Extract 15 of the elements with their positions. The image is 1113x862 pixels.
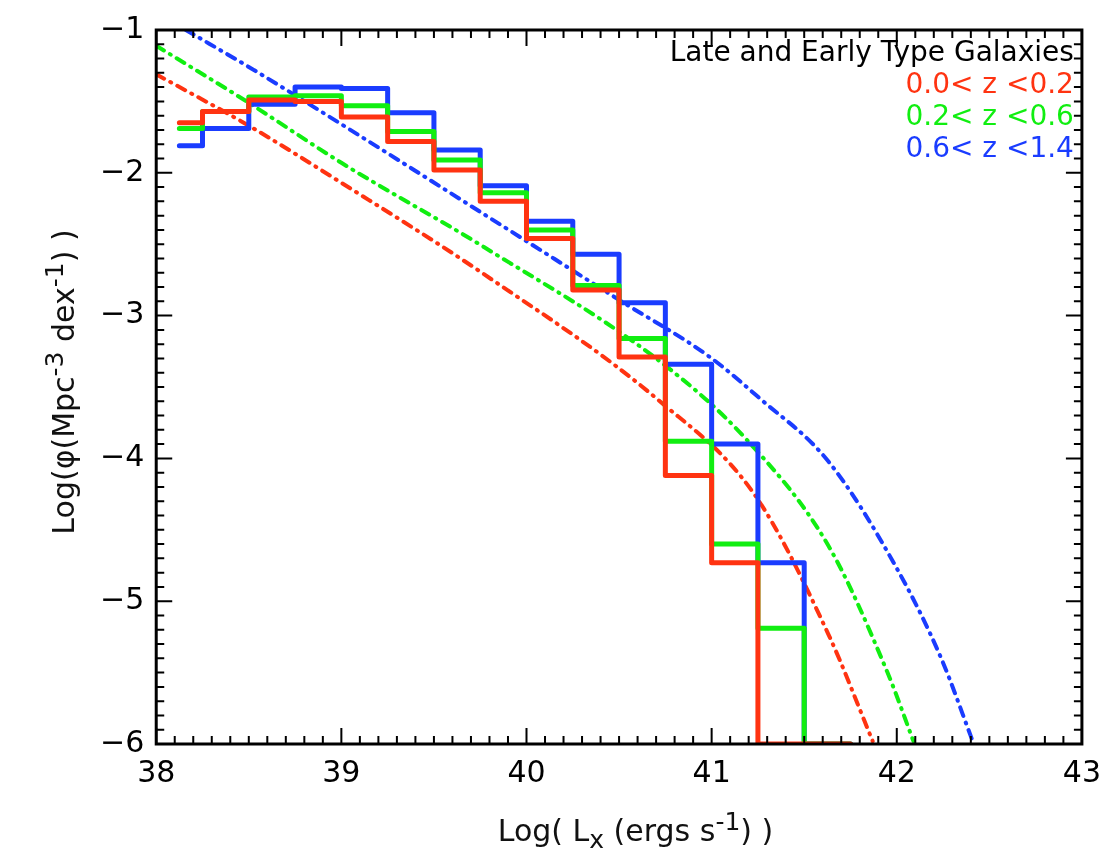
text: 0.0< z <0.2 <box>905 67 1074 101</box>
legend-title: Late and Early Type Galaxies <box>669 35 1074 69</box>
y-tick-label: −3 <box>99 295 145 331</box>
x-tick-label: 41 <box>692 753 731 789</box>
x-tick-label: 40 <box>507 753 546 789</box>
text: 0.6< z <1.4 <box>905 131 1074 165</box>
x-axis-title: Log( L$_{x}$ (ergs s$^{-1}$) ) <box>496 807 775 854</box>
x-tick-label: 43 <box>1062 753 1102 789</box>
x-tick-label: 42 <box>877 753 916 789</box>
x-tick-label: 39 <box>322 753 361 789</box>
y-tick-label: −5 <box>99 581 145 616</box>
y-tick-label: −2 <box>99 152 145 188</box>
y-tick-label: −4 <box>99 438 145 474</box>
text: 0.2< z <0.6 <box>905 99 1074 133</box>
y-tick-label: −1 <box>99 9 145 45</box>
